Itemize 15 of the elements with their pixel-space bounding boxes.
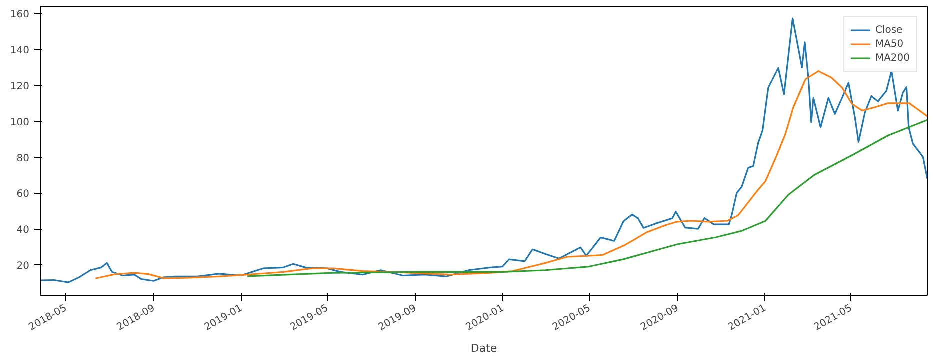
legend-label: MA50	[875, 38, 904, 51]
y-tick-label: 20	[16, 260, 30, 272]
line-series	[246, 119, 928, 278]
y-tick-label: 100	[10, 117, 30, 128]
y-tick-label: 60	[16, 189, 30, 200]
y-tick-label: 40	[16, 225, 30, 236]
y-tick-label: 120	[10, 81, 30, 92]
legend-label: MA200	[875, 52, 910, 65]
y-tick-label: 140	[10, 46, 30, 57]
line-series	[94, 70, 928, 280]
y-tick-label: 80	[16, 153, 30, 164]
x-axis-title: Date	[470, 342, 498, 356]
line-series	[40, 18, 928, 284]
legend-label: Close	[875, 24, 903, 37]
y-tick-label: 160	[10, 10, 30, 21]
